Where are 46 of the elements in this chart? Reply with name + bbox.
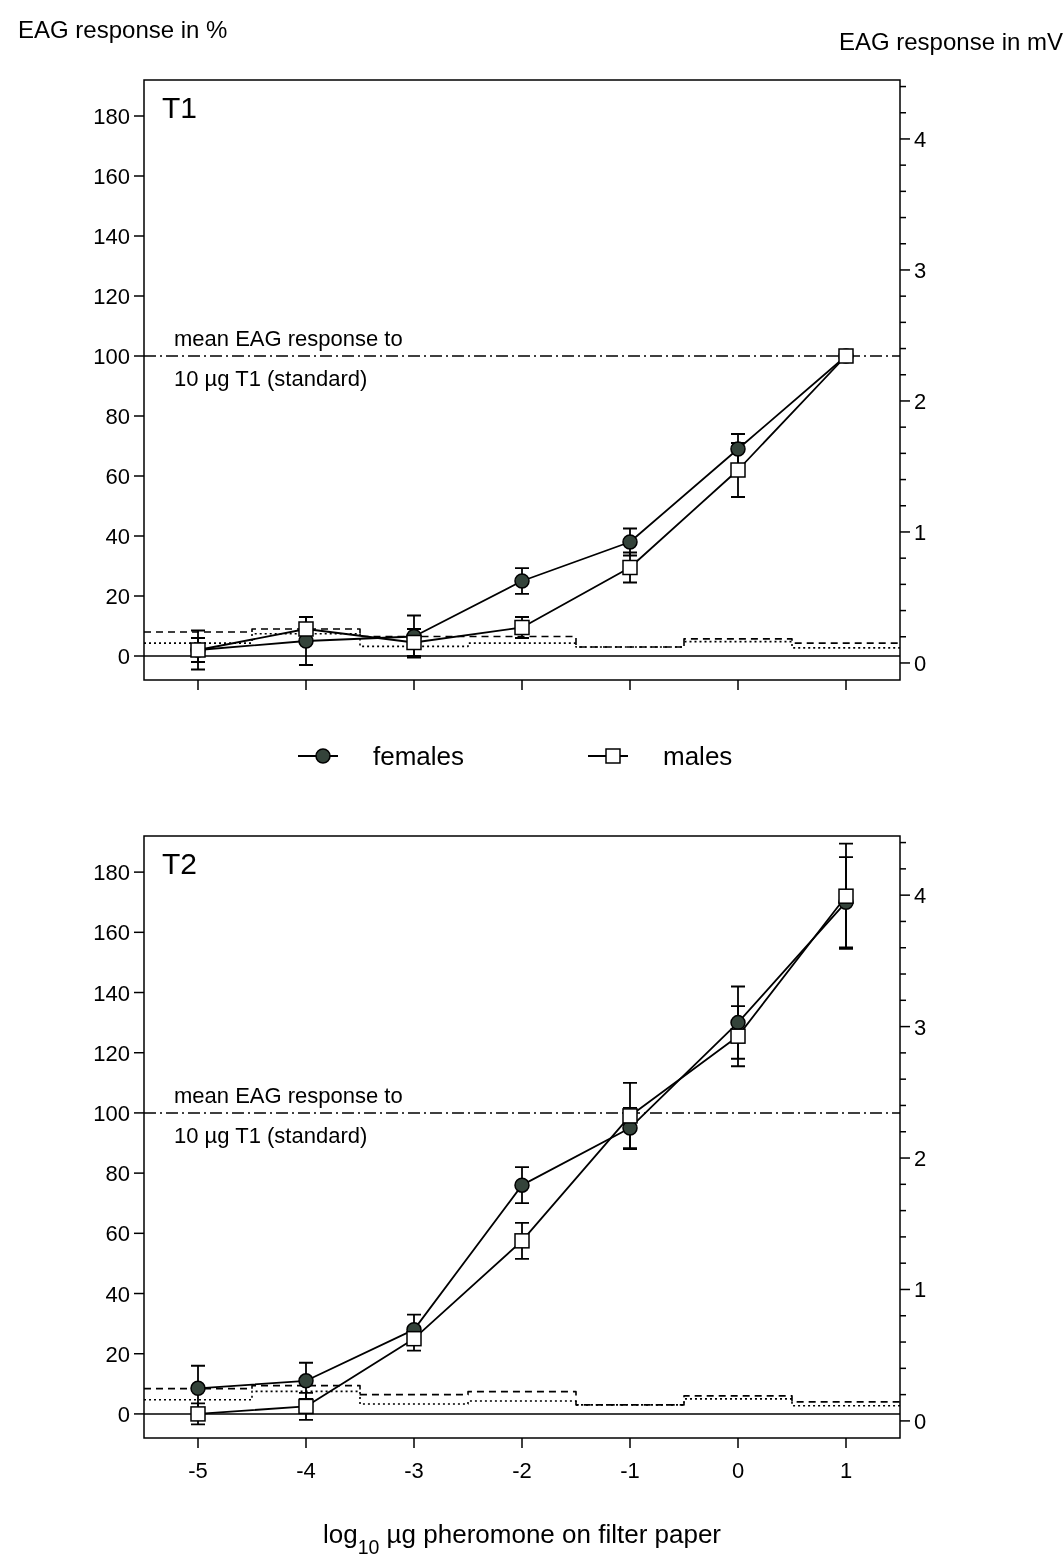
y-tick-label: 20 (105, 1341, 130, 1367)
legend-label: males (663, 741, 733, 771)
y-tick-label: 40 (105, 524, 130, 549)
x-tick-label: -3 (404, 1458, 424, 1483)
y2-tick-label: 2 (914, 1146, 927, 1172)
y-tick-label: 0 (117, 1401, 130, 1427)
y-tick-label: 100 (93, 1100, 130, 1126)
legend-label: females (373, 741, 465, 771)
y-axis-title: EAG response in % (18, 16, 228, 43)
y-tick-label: 20 (105, 584, 130, 609)
y-tick-label: 180 (93, 104, 130, 129)
y2-tick-label: 4 (914, 883, 927, 909)
x-tick-label: 0 (731, 1458, 745, 1483)
y-tick-label: 180 (93, 860, 130, 886)
y-tick-label: 60 (105, 1221, 130, 1247)
x-tick-label: -1 (620, 1458, 640, 1483)
y-tick-label: 120 (93, 284, 130, 309)
x-tick-label: -5 (188, 1458, 208, 1483)
y-tick-label: 0 (117, 644, 130, 669)
chart-title: T1 (162, 91, 198, 124)
y-tick-label: 80 (105, 404, 130, 429)
x-tick-label: -4 (296, 1458, 316, 1483)
y2-tick-label: 3 (914, 257, 927, 283)
x-tick-label: 1 (839, 1458, 853, 1483)
y2-tick-label: 0 (914, 1408, 927, 1434)
y-tick-label: 120 (93, 1040, 130, 1066)
y-tick-label: 100 (93, 344, 130, 369)
chart-title: T2 (162, 847, 198, 880)
y2-tick-label: 2 (914, 388, 927, 414)
y2-axis-title: EAG response in mV (838, 28, 1063, 55)
ref-line-label: mean EAG response to 10 µg T1 (standard) (174, 1082, 403, 1148)
y-tick-label: 140 (93, 980, 130, 1006)
y-tick-label: 160 (93, 920, 130, 946)
y-tick-label: 140 (93, 224, 130, 249)
y-tick-label: 40 (105, 1281, 130, 1307)
y-tick-label: 80 (105, 1161, 130, 1187)
y2-tick-label: 0 (914, 650, 927, 676)
y2-tick-label: 4 (914, 126, 927, 152)
y-tick-label: 60 (105, 464, 130, 489)
y2-tick-label: 1 (914, 519, 927, 545)
x-tick-label: -2 (512, 1458, 532, 1483)
x-axis-title: log$_{10}$ µg pheromone on filter paper (322, 1519, 722, 1558)
ref-line-label: mean EAG response to 10 µg T1 (standard) (174, 326, 403, 391)
y2-tick-label: 1 (914, 1277, 927, 1303)
y-tick-label: 160 (93, 164, 130, 189)
y2-tick-label: 3 (914, 1014, 927, 1040)
